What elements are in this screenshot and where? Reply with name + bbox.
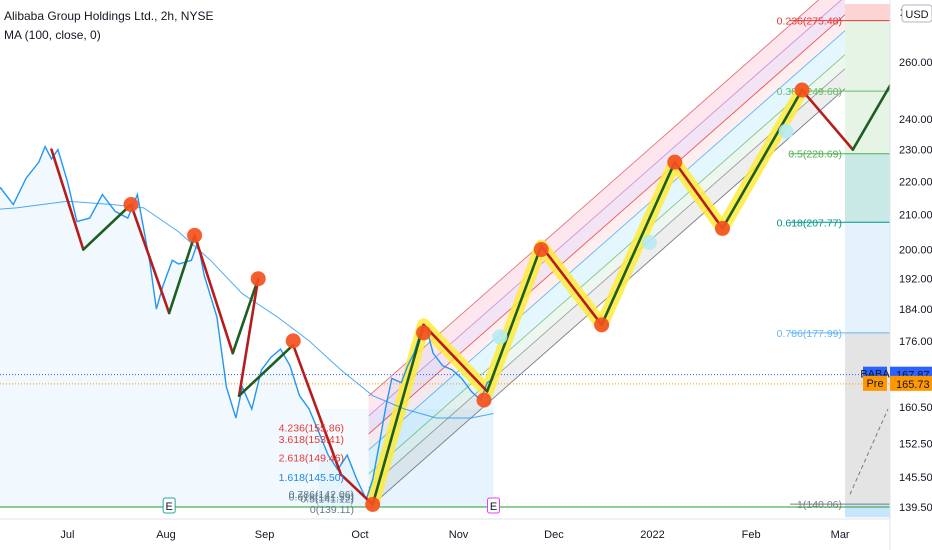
pivot-marker[interactable] [714, 220, 730, 236]
impulse-up-segment[interactable] [371, 323, 425, 506]
fib-extension-label: 0.618(141.59) [289, 491, 354, 503]
pivot-marker[interactable] [123, 197, 139, 213]
currency-label: USD [905, 9, 928, 21]
fib-channel-line[interactable] [368, 54, 846, 475]
y-tick-label: 220.00 [899, 176, 932, 188]
premarket-tag-label: Pre [866, 378, 883, 390]
impulse-down-segment[interactable] [50, 148, 85, 251]
x-tick-label: Jul [60, 529, 74, 541]
fib-extension-label: 1.618(145.50) [279, 472, 344, 484]
price-area-fill [0, 146, 494, 507]
fib-retracement-zone [845, 153, 890, 223]
y-tick-label: 160.50 [899, 402, 932, 414]
fib-extension-label: 0(139.11) [310, 504, 354, 516]
fib-extension-label: 0.786(142.06) [289, 489, 354, 501]
impulse-down-segment[interactable] [800, 88, 855, 151]
y-tick-label: 145.50 [899, 472, 932, 484]
x-tick-label: Aug [156, 529, 176, 541]
impulse-down-segment[interactable] [237, 277, 260, 398]
y-tick-label: 260.00 [899, 57, 932, 69]
x-tick-label: Dec [544, 529, 564, 541]
pivot-marker[interactable] [476, 392, 492, 408]
symbol-title[interactable]: Alibaba Group Holdings Ltd., 2h, NYSE [4, 9, 214, 23]
y-tick-label: 240.00 [899, 114, 932, 126]
indicator-legend[interactable]: MA (100, close, 0) [4, 28, 101, 42]
target-marker[interactable] [778, 123, 794, 139]
fib-channel-band [368, 14, 845, 450]
fib-level-label: 0.5(228.69) [788, 149, 842, 161]
pivot-marker[interactable] [667, 154, 683, 170]
pivot-marker[interactable] [250, 271, 266, 287]
impulse-up-segment[interactable] [721, 88, 804, 230]
pivot-marker[interactable] [416, 325, 432, 341]
pivot-marker[interactable] [533, 242, 549, 258]
price-axis-bg [890, 0, 932, 550]
premarket-tag [863, 375, 887, 391]
premarket-badge [890, 375, 932, 391]
impulse-up-segment[interactable] [237, 343, 295, 398]
earnings-marker-label: E [490, 501, 497, 513]
fib-channel-line[interactable] [368, 14, 846, 435]
fib-retracement-zone [845, 3, 890, 21]
fib-retracement-zone [845, 332, 890, 505]
y-tick-label: 230.00 [899, 145, 932, 157]
y-tick-label: 139.50 [899, 502, 932, 514]
pivot-marker[interactable] [365, 496, 381, 512]
fib-channel-band [368, 30, 845, 474]
impulse-up-segment[interactable] [600, 160, 677, 327]
impulse-up-segment[interactable] [82, 203, 133, 251]
premarket-value: 165.73 [896, 379, 930, 391]
fib-channel-line[interactable] [368, 30, 846, 451]
impulse-up-segment[interactable] [167, 234, 196, 315]
fib-extension-label: 4.236(155.86) [279, 423, 344, 435]
fib-channel-band [368, 0, 845, 434]
y-tick-label: 200.00 [899, 245, 932, 257]
y-tick-label: 176.00 [899, 336, 932, 348]
impulse-up-segment[interactable] [485, 244, 543, 393]
fib-level-label: 0.618(207.77) [777, 217, 842, 229]
earnings-marker[interactable] [487, 497, 501, 514]
impulse-down-segment[interactable] [673, 160, 724, 230]
earnings-marker-label: E [165, 501, 172, 513]
earnings-marker[interactable] [162, 497, 176, 514]
pivot-marker[interactable] [285, 333, 301, 349]
x-tick-label: Nov [449, 529, 469, 541]
impulse-down-segment[interactable] [129, 203, 171, 315]
target-marker[interactable] [641, 234, 657, 250]
fib-extension-label: 3.618(153.41) [279, 434, 344, 446]
x-tick-label: Oct [351, 529, 368, 541]
y-tick-label: 184.00 [899, 304, 932, 316]
x-tick-label: 2022 [640, 529, 664, 541]
impulse-down-segment[interactable] [422, 323, 489, 393]
impulse-down-segment[interactable] [291, 343, 343, 476]
fib-level-label: 0.786(177.99) [777, 328, 842, 340]
currency-button[interactable] [901, 4, 932, 23]
fib-retracement-zone [845, 222, 890, 333]
fib-retracement-zone [845, 20, 890, 154]
fib-retracement-zone [845, 504, 890, 518]
fib-channel-line[interactable] [368, 0, 845, 397]
fib-level-label: 0.382(249.60) [777, 86, 842, 98]
pivot-marker[interactable] [794, 82, 810, 98]
fib-level-label: 0.236(275.48) [777, 16, 842, 28]
projection-dashed-line [849, 408, 889, 495]
y-tick-label: 210.00 [899, 210, 932, 222]
y-tick-label: 192.00 [899, 274, 932, 286]
ma-line[interactable] [0, 200, 494, 419]
fib-extension-label: 2.618(149.46) [279, 453, 344, 465]
impulse-down-segment[interactable] [539, 244, 603, 327]
x-tick-label: Mar [831, 529, 850, 541]
impulse-down-segment[interactable] [193, 234, 235, 355]
fib-extension-label: 0.5(141.12) [300, 494, 354, 506]
x-tick-label: Feb [742, 529, 761, 541]
y-tick-label: 152.50 [899, 438, 932, 450]
target-marker[interactable] [492, 329, 508, 345]
x-tick-label: Sep [255, 529, 275, 541]
impulse-up-segment[interactable] [231, 277, 260, 355]
pivot-marker[interactable] [187, 227, 203, 243]
pivot-marker[interactable] [594, 317, 610, 333]
fib-level-label: 1(140.06) [797, 499, 842, 511]
